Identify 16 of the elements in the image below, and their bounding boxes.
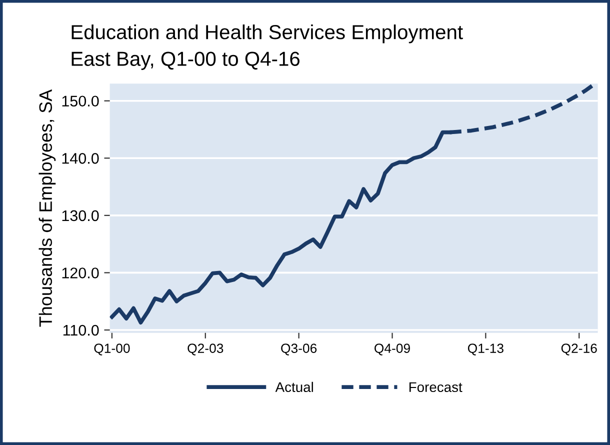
y-tick-label: 110.0	[63, 324, 99, 336]
x-tick-label: Q2-16	[561, 344, 597, 356]
y-tick-label: 120.0	[62, 268, 99, 278]
y-axis-title: Thousands of Employees, SA	[38, 89, 56, 327]
chart-subtitle: East Bay, Q1-00 to Q4-16	[72, 52, 300, 70]
x-tick-label: Q4-09	[374, 344, 410, 356]
x-tick-label: Q1-00	[94, 344, 130, 356]
chart-title: Education and Health Services Employment	[72, 24, 463, 44]
x-tick-label: Q3-06	[281, 344, 317, 356]
y-tick-label: 150.0	[62, 96, 99, 107]
y-tick-label: 140.0	[62, 153, 99, 164]
x-tick-label: Q2-03	[188, 344, 224, 356]
x-tick-label: Q1-13	[468, 344, 504, 356]
legend-label: Forecast	[409, 382, 462, 392]
y-tick-label: 130.0	[62, 210, 99, 222]
legend-label: Actual	[275, 382, 313, 392]
